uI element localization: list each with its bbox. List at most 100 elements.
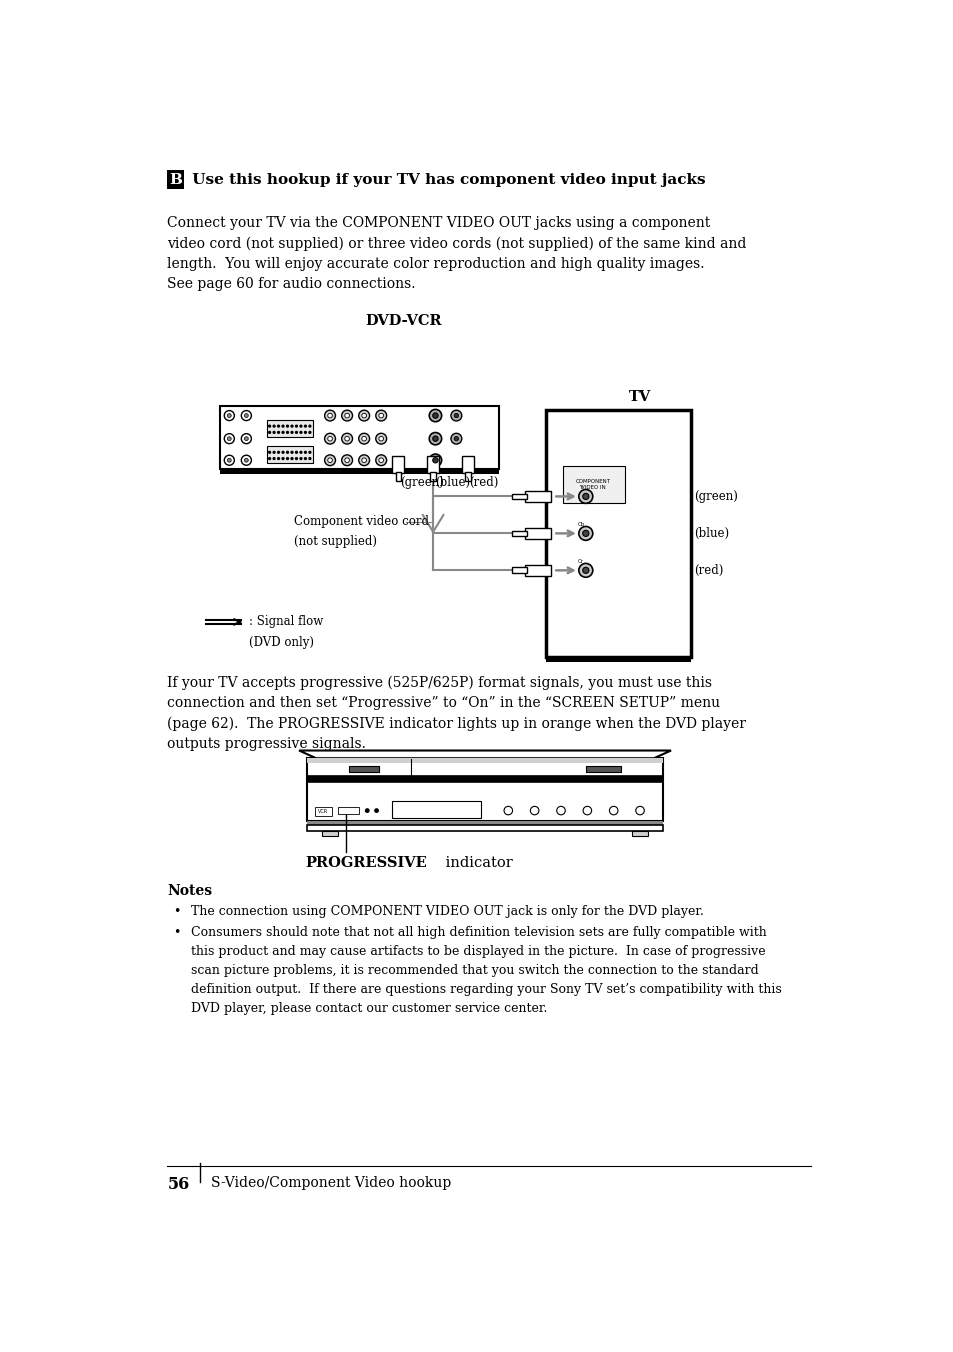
Circle shape [451, 410, 461, 420]
Circle shape [451, 433, 461, 443]
Bar [512, 530, 526, 537]
Bar [167, 170, 184, 189]
Circle shape [286, 425, 288, 427]
Circle shape [273, 452, 274, 453]
Text: (red): (red) [694, 564, 723, 577]
Polygon shape [298, 750, 670, 758]
Text: DVD-VCR: DVD-VCR [365, 314, 442, 329]
Circle shape [344, 437, 349, 441]
Circle shape [304, 457, 306, 460]
Circle shape [344, 414, 349, 418]
Circle shape [328, 458, 332, 462]
Text: (blue): (blue) [435, 476, 469, 488]
Circle shape [269, 457, 271, 460]
Bar [337, 807, 359, 814]
Circle shape [227, 437, 231, 441]
Bar [525, 527, 550, 539]
Circle shape [224, 434, 234, 443]
Text: •: • [173, 904, 181, 918]
Circle shape [304, 452, 306, 453]
Text: (green): (green) [694, 489, 738, 503]
Circle shape [227, 458, 231, 462]
Bar [512, 493, 526, 499]
Bar [307, 758, 662, 763]
Text: video cord (not supplied) or three video cords (not supplied) of the same kind a: video cord (not supplied) or three video… [167, 237, 746, 251]
Text: Y: Y [578, 485, 582, 491]
Circle shape [365, 808, 369, 813]
Circle shape [273, 425, 274, 427]
Circle shape [309, 425, 311, 427]
Circle shape [557, 806, 565, 815]
Text: (page 62).  The PROGRESSIVE indicator lights up in orange when the DVD player: (page 62). The PROGRESSIVE indicator lig… [167, 717, 745, 731]
Circle shape [309, 431, 311, 433]
Circle shape [341, 454, 353, 465]
Bar [632, 830, 647, 836]
Bar [307, 821, 662, 825]
Circle shape [582, 493, 588, 499]
Circle shape [582, 806, 591, 815]
Circle shape [324, 454, 335, 465]
Circle shape [291, 452, 293, 453]
Circle shape [341, 433, 353, 443]
Circle shape [277, 425, 279, 427]
Circle shape [241, 411, 252, 420]
Circle shape [304, 425, 306, 427]
Bar [314, 807, 332, 817]
Circle shape [582, 568, 588, 573]
Bar [585, 767, 620, 772]
Circle shape [227, 414, 231, 418]
Circle shape [291, 425, 293, 427]
Text: The connection using COMPONENT VIDEO OUT jack is only for the DVD player.: The connection using COMPONENT VIDEO OUT… [191, 904, 702, 918]
Text: Notes: Notes [167, 884, 213, 898]
Circle shape [378, 458, 383, 462]
Text: COMPONENT
VIDEO IN: COMPONENT VIDEO IN [576, 479, 611, 489]
Text: VCR: VCR [317, 808, 328, 814]
Circle shape [429, 454, 441, 466]
Text: outputs progressive signals.: outputs progressive signals. [167, 737, 366, 752]
Bar [220, 469, 498, 473]
Circle shape [304, 431, 306, 433]
Circle shape [269, 452, 271, 453]
Text: TV: TV [628, 389, 651, 404]
Circle shape [244, 414, 248, 418]
Circle shape [454, 437, 458, 441]
Text: (blue): (blue) [694, 527, 729, 539]
Bar [525, 491, 550, 502]
Circle shape [328, 437, 332, 441]
Circle shape [375, 410, 386, 420]
Bar [465, 472, 470, 481]
Text: S-Video/Component Video hookup: S-Video/Component Video hookup [211, 1176, 451, 1190]
Circle shape [286, 457, 288, 460]
Text: PROGRESSIVE: PROGRESSIVE [305, 856, 427, 869]
Circle shape [344, 458, 349, 462]
Bar [392, 802, 480, 818]
Bar [430, 472, 436, 481]
Circle shape [277, 457, 279, 460]
Circle shape [291, 431, 293, 433]
Circle shape [286, 452, 288, 453]
Text: (green): (green) [399, 476, 443, 488]
Circle shape [375, 433, 386, 443]
Circle shape [269, 431, 271, 433]
Circle shape [361, 458, 366, 462]
Circle shape [429, 410, 441, 422]
Bar [512, 568, 526, 573]
Bar [266, 446, 313, 464]
Circle shape [291, 457, 293, 460]
Circle shape [433, 412, 437, 418]
Circle shape [454, 414, 458, 418]
Text: 56: 56 [167, 1176, 190, 1194]
Circle shape [433, 457, 437, 462]
Circle shape [609, 806, 618, 815]
Bar [545, 410, 691, 657]
Text: definition output.  If there are questions regarding your Sony TV set’s compatib: definition output. If there are question… [191, 983, 781, 995]
Circle shape [295, 457, 297, 460]
Bar [427, 457, 438, 473]
Bar [562, 465, 624, 503]
Circle shape [299, 457, 301, 460]
Circle shape [433, 435, 437, 441]
Text: Use this hookup if your TV has component video input jacks: Use this hookup if your TV has component… [187, 173, 705, 187]
Circle shape [282, 425, 284, 427]
Circle shape [273, 431, 274, 433]
Circle shape [295, 425, 297, 427]
